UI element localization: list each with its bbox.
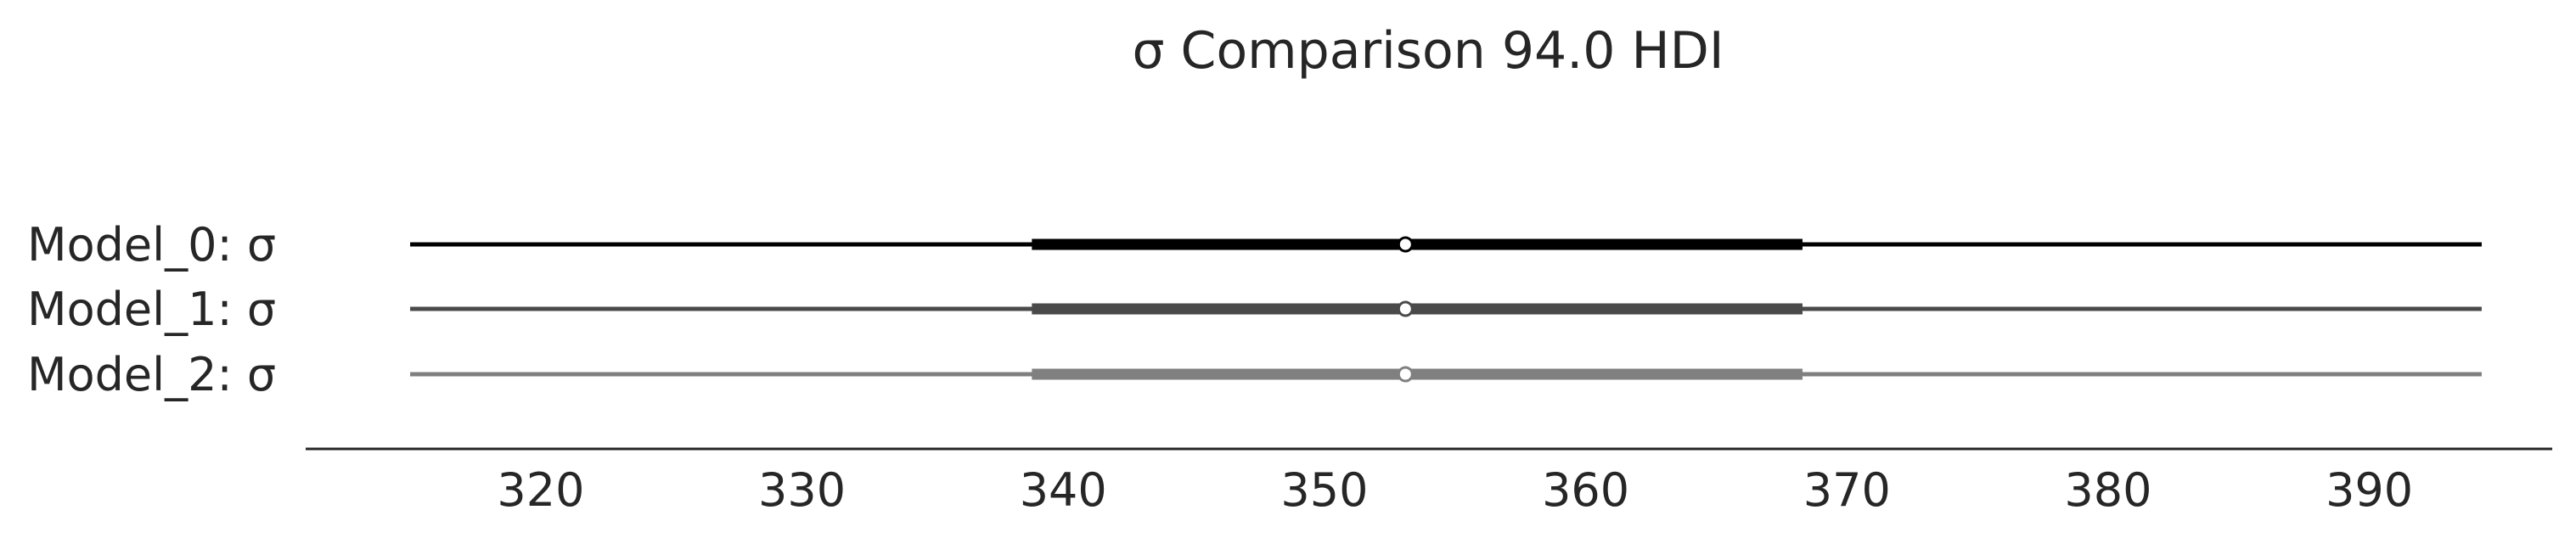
x-tick-label: 380 xyxy=(2064,463,2151,517)
x-tick-label: 350 xyxy=(1280,463,1368,517)
row-label: Model_2: σ xyxy=(27,348,276,401)
point-estimate-marker xyxy=(1397,366,1414,383)
x-tick-label: 360 xyxy=(1542,463,1629,517)
series-row: Model_2: σ xyxy=(27,348,2482,401)
x-tick-label: 370 xyxy=(1803,463,1891,517)
series-row: Model_0: σ xyxy=(27,218,2482,272)
x-axis-ticks: 320 330 340 350 360 370 380 390 xyxy=(497,463,2413,517)
row-label: Model_1: σ xyxy=(27,283,276,336)
x-tick-label: 390 xyxy=(2326,463,2413,517)
x-tick-label: 340 xyxy=(1020,463,1107,517)
series-rows: Model_0: σ Model_1: σ Model_2: σ xyxy=(27,218,2482,401)
row-label: Model_0: σ xyxy=(27,218,276,272)
series-row: Model_1: σ xyxy=(27,283,2482,336)
x-tick-label: 320 xyxy=(497,463,584,517)
x-tick-label: 330 xyxy=(758,463,846,517)
point-estimate-marker xyxy=(1397,236,1414,253)
chart-title: σ Comparison 94.0 HDI xyxy=(1132,21,1724,81)
point-estimate-marker xyxy=(1397,300,1414,317)
